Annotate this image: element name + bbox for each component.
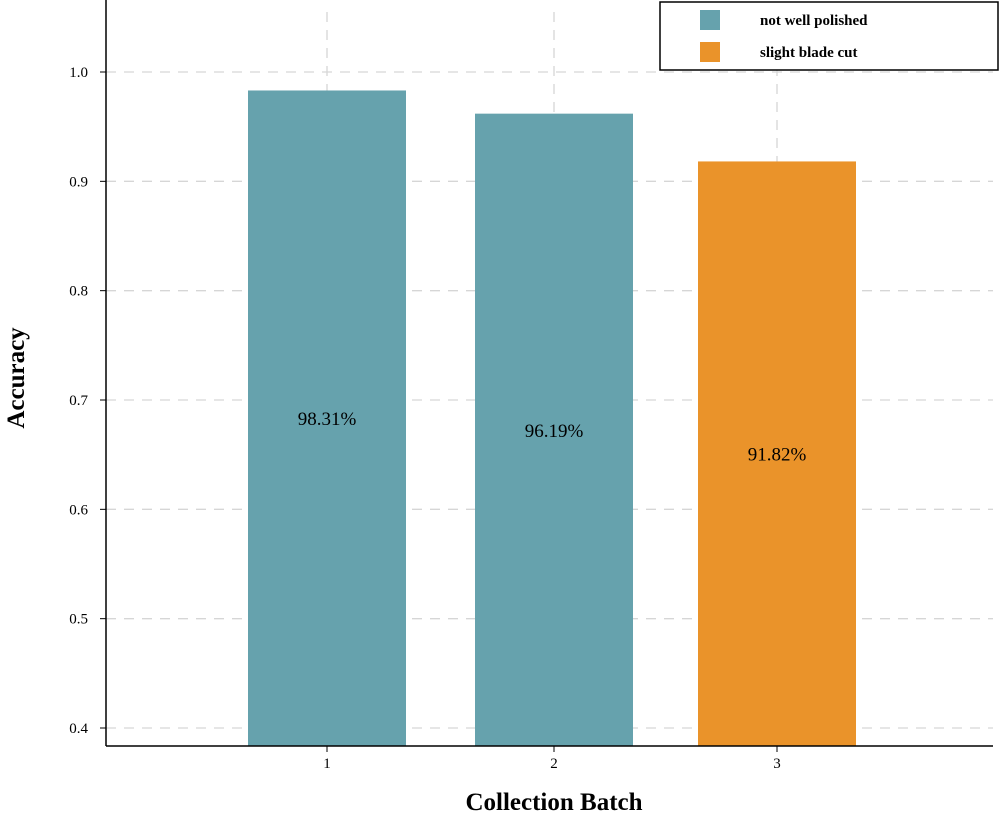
bar	[475, 113, 633, 746]
bars	[248, 90, 856, 746]
y-tick-label: 1.0	[69, 65, 88, 81]
x-tick-label: 1	[323, 756, 331, 772]
x-tick-label: 2	[550, 756, 558, 772]
legend: not well polished slight blade cut	[659, 1, 999, 71]
legend-swatch-not-well-polished	[700, 10, 720, 30]
bar-value-label: 96.19%	[525, 421, 584, 442]
y-tick-labels: 0.4 0.5 0.6 0.7 0.8 0.9 1.0	[69, 65, 106, 737]
y-tick-label: 0.6	[69, 502, 88, 518]
legend-swatch-slight-blade-cut	[700, 42, 720, 62]
x-tick-label: 3	[773, 756, 781, 772]
y-tick-label: 0.7	[69, 393, 88, 409]
legend-label-slight-blade-cut: slight blade cut	[760, 45, 858, 61]
data-labels: 98.31% 96.19% 91.82%	[298, 409, 807, 465]
bar-value-label: 98.31%	[298, 409, 357, 430]
y-tick-label: 0.9	[69, 174, 88, 190]
bar	[248, 90, 406, 746]
axes	[105, 0, 993, 747]
y-tick-label: 0.5	[69, 612, 88, 628]
y-tick-label: 0.8	[69, 284, 88, 300]
legend-label-not-well-polished: not well polished	[760, 13, 868, 29]
y-axis-title: Accuracy	[3, 327, 30, 429]
x-axis-title: Collection Batch	[465, 789, 642, 814]
bar	[698, 161, 856, 746]
x-tick-labels: 1 2 3	[323, 746, 781, 772]
bar-value-label: 91.82%	[748, 445, 807, 466]
y-tick-label: 0.4	[69, 721, 88, 737]
